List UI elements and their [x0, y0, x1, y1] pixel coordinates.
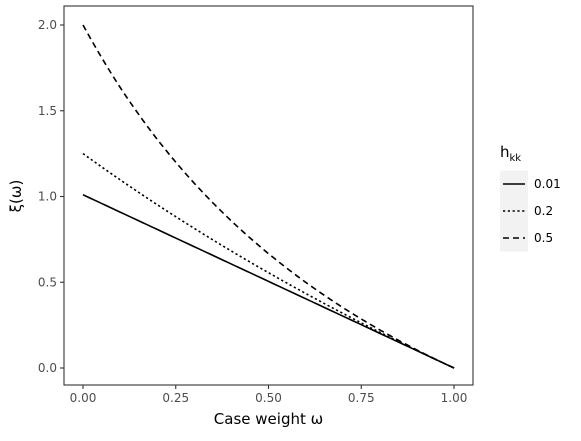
x-tick-label: 0.75	[348, 391, 375, 405]
x-tick-label: 0.50	[255, 391, 282, 405]
y-tick-label: 0.5	[38, 275, 57, 289]
legend: hkk 0.01 0.2 0.5	[500, 143, 561, 252]
y-axis-title: ξ(ω)	[7, 180, 25, 213]
series-line-0-5	[82, 24, 455, 369]
legend-title-subscript: kk	[510, 153, 522, 164]
legend-label: 0.01	[534, 177, 561, 191]
x-axis: 0.00 0.25 0.50 0.75 1.00	[70, 385, 468, 405]
legend-label: 0.5	[534, 231, 553, 245]
y-tick-label: 1.5	[38, 104, 57, 118]
x-tick-label: 0.00	[70, 391, 97, 405]
x-tick-label: 0.25	[162, 391, 189, 405]
legend-title: hkk	[500, 143, 521, 164]
y-tick-label: 1.0	[38, 190, 57, 204]
plot-panel	[63, 5, 474, 386]
series-line-0-2	[82, 152, 455, 369]
x-tick-label: 1.00	[441, 391, 468, 405]
x-axis-title: Case weight ω	[214, 410, 323, 428]
y-tick-label: 2.0	[38, 18, 57, 32]
series-layer	[82, 24, 455, 369]
y-axis: 0.0 0.5 1.0 1.5 2.0	[38, 18, 64, 375]
y-tick-label: 0.0	[38, 361, 57, 375]
legend-title-main: h	[500, 143, 510, 161]
legend-items: 0.01 0.2 0.5	[500, 170, 561, 252]
legend-label: 0.2	[534, 204, 553, 218]
